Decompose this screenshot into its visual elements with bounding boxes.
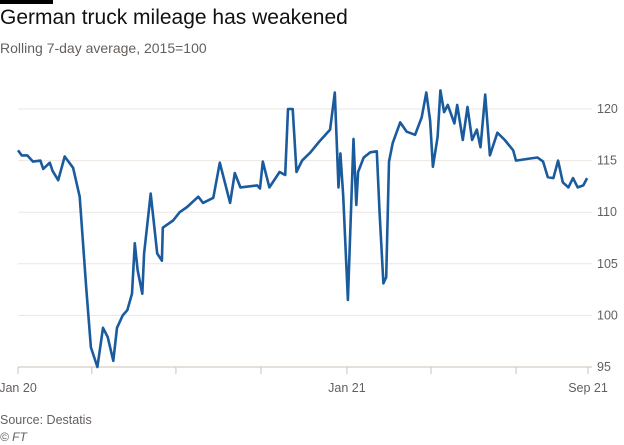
gridlines <box>18 108 592 368</box>
y-tick-label: 120 <box>597 102 618 116</box>
x-tick-label: Jan 21 <box>328 381 366 395</box>
x-tick-label: Sep 21 <box>568 381 608 395</box>
x-tick-label: Jan 20 <box>0 381 37 395</box>
y-tick-label: 115 <box>597 154 617 168</box>
chart-subtitle: Rolling 7-day average, 2015=100 <box>0 40 207 56</box>
y-axis: 95 100 105 110 115 120 <box>597 102 618 374</box>
y-tick-label: 95 <box>597 360 611 374</box>
x-axis: Jan 20 Jan 21 Sep 21 <box>0 367 608 395</box>
y-tick-label: 105 <box>597 257 618 271</box>
series-line-truck-mileage <box>16 89 589 369</box>
ft-credit: © FT <box>0 430 27 444</box>
chart-title: German truck mileage has weakened <box>0 6 348 29</box>
y-tick-label: 110 <box>597 205 617 219</box>
y-tick-label: 100 <box>597 308 618 322</box>
source-note: Source: Destatis <box>0 413 92 427</box>
ft-brand-bar <box>0 0 53 4</box>
